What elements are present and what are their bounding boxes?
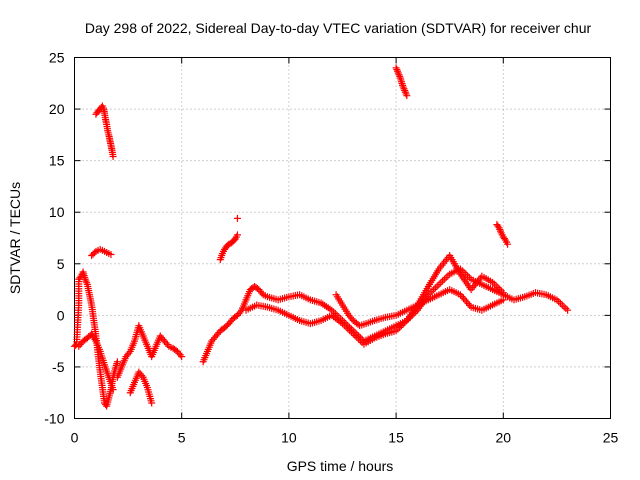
data-point [439, 277, 447, 285]
data-point [558, 301, 566, 309]
data-point [496, 225, 504, 233]
data-point [354, 320, 362, 328]
data-point [125, 349, 133, 357]
data-point [258, 289, 266, 297]
data-point [109, 386, 117, 394]
x-tick-label: 5 [178, 430, 186, 446]
data-point [176, 351, 184, 359]
data-point [401, 88, 409, 96]
y-tick-label: -10 [44, 411, 64, 427]
data-point [499, 289, 507, 297]
x-axis-label: GPS time / hours [287, 458, 394, 474]
data-point [233, 214, 241, 222]
data-point [560, 303, 568, 311]
data-point [504, 240, 512, 248]
chart-title: Day 298 of 2022, Sidereal Day-to-day VTE… [85, 20, 592, 36]
data-point [463, 298, 471, 306]
data-point [496, 227, 504, 235]
data-point [461, 296, 469, 304]
x-tick-label: 10 [281, 430, 297, 446]
y-tick-label: 15 [49, 153, 65, 169]
data-point [402, 90, 410, 98]
y-tick-label: 10 [49, 204, 65, 220]
data-point [464, 300, 472, 308]
data-point [399, 81, 407, 89]
plot-frame [74, 57, 611, 419]
data-point [431, 284, 439, 292]
data-point [81, 275, 89, 283]
data-point [163, 341, 171, 349]
data-point [233, 231, 241, 239]
data-point [396, 72, 404, 80]
data-point [500, 235, 508, 243]
data-point [435, 280, 443, 288]
data-point [564, 306, 572, 314]
y-tick-label: 20 [49, 101, 65, 117]
data-point [107, 251, 115, 259]
data-point [348, 315, 356, 323]
axis-ticks [74, 57, 611, 419]
data-point [399, 83, 407, 91]
data-point [395, 71, 403, 79]
y-axis-label: SDTVAR / TECUs [7, 182, 23, 294]
data-point [403, 92, 411, 100]
data-point [394, 67, 402, 75]
y-tick-labels: -10 -5 0 5 10 15 20 25 [44, 50, 64, 427]
data-point [393, 66, 401, 74]
data-point [178, 353, 186, 361]
x-tick-label: 15 [388, 430, 404, 446]
data-point [562, 304, 570, 312]
y-tick-label: 5 [57, 256, 65, 272]
data-point [91, 249, 99, 257]
data-point [148, 399, 156, 407]
data-point [236, 308, 244, 316]
grid [74, 57, 611, 419]
y-tick-label: 25 [49, 50, 65, 66]
data-point [83, 279, 91, 287]
data-point [113, 358, 121, 366]
data-point [82, 277, 90, 285]
y-tick-label: -5 [52, 359, 65, 375]
y-tick-label: 0 [57, 307, 65, 323]
data-point [392, 64, 400, 72]
x-tick-label: 25 [603, 430, 619, 446]
data-point [109, 153, 117, 161]
data-point [433, 282, 441, 290]
data-point [556, 299, 564, 307]
data-point [430, 286, 438, 294]
data-point [138, 372, 146, 380]
x-tick-label: 20 [496, 430, 512, 446]
data-point [442, 274, 450, 282]
data-point [459, 294, 467, 302]
data-point [401, 87, 409, 95]
data-point [495, 224, 503, 232]
data-point [400, 85, 408, 93]
data-series [71, 64, 572, 410]
x-tick-labels: 0 5 10 15 20 25 [71, 430, 619, 446]
data-point [440, 275, 448, 283]
data-point [437, 279, 445, 287]
x-tick-label: 0 [71, 430, 79, 446]
data-point [72, 341, 80, 349]
data-point [499, 296, 507, 304]
data-point [394, 69, 402, 77]
